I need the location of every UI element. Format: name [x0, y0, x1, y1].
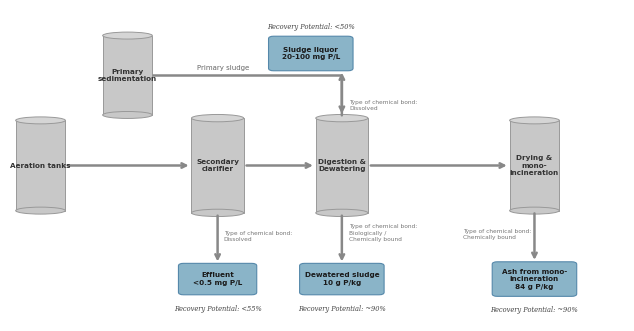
- Text: Sludge liquor
20-100 mg P/L: Sludge liquor 20-100 mg P/L: [281, 47, 340, 60]
- Ellipse shape: [316, 115, 368, 122]
- Text: Aeration tanks: Aeration tanks: [10, 163, 71, 168]
- Ellipse shape: [316, 209, 368, 216]
- Ellipse shape: [510, 117, 559, 124]
- Text: Secondary
clarifier: Secondary clarifier: [196, 159, 239, 172]
- Ellipse shape: [510, 207, 559, 214]
- FancyBboxPatch shape: [300, 263, 384, 295]
- Ellipse shape: [103, 112, 152, 118]
- Ellipse shape: [191, 115, 243, 122]
- Bar: [16, 120, 65, 211]
- Text: Recovery Potential: ~90%: Recovery Potential: ~90%: [491, 306, 578, 314]
- Text: Digestion &
Dewatering: Digestion & Dewatering: [318, 159, 366, 172]
- FancyBboxPatch shape: [269, 36, 353, 71]
- Text: Primary sludge: Primary sludge: [197, 65, 249, 71]
- Text: Type of chemical bond:
Dissolved: Type of chemical bond: Dissolved: [224, 231, 292, 242]
- Ellipse shape: [16, 207, 65, 214]
- Text: Effluent
<0.5 mg P/L: Effluent <0.5 mg P/L: [193, 272, 242, 286]
- FancyBboxPatch shape: [492, 262, 577, 296]
- Ellipse shape: [103, 32, 152, 39]
- Ellipse shape: [191, 209, 243, 216]
- Text: Type of chemical bond:
Dissolved: Type of chemical bond: Dissolved: [349, 100, 418, 111]
- Text: Primary
sedimentation: Primary sedimentation: [98, 69, 157, 82]
- FancyBboxPatch shape: [178, 263, 257, 295]
- Bar: [510, 120, 559, 211]
- Bar: [103, 35, 152, 115]
- Bar: [316, 118, 368, 213]
- Text: Recovery Potential: <55%: Recovery Potential: <55%: [174, 305, 261, 313]
- Text: Recovery Potential: <50%: Recovery Potential: <50%: [268, 23, 355, 31]
- Text: Type of chemical bond:
Chemically bound: Type of chemical bond: Chemically bound: [463, 229, 531, 240]
- Bar: [191, 118, 243, 213]
- Ellipse shape: [16, 117, 65, 124]
- Text: Type of chemical bond:
Biologically /
Chemically bound: Type of chemical bond: Biologically / Ch…: [349, 224, 418, 242]
- Text: Recovery Potential: ~90%: Recovery Potential: ~90%: [298, 305, 385, 313]
- Text: Drying &
mono-
incineration: Drying & mono- incineration: [510, 155, 559, 176]
- Text: Ash from mono-
incineration
84 g P/kg: Ash from mono- incineration 84 g P/kg: [502, 268, 567, 290]
- Text: Dewatered sludge
10 g P/kg: Dewatered sludge 10 g P/kg: [304, 272, 379, 286]
